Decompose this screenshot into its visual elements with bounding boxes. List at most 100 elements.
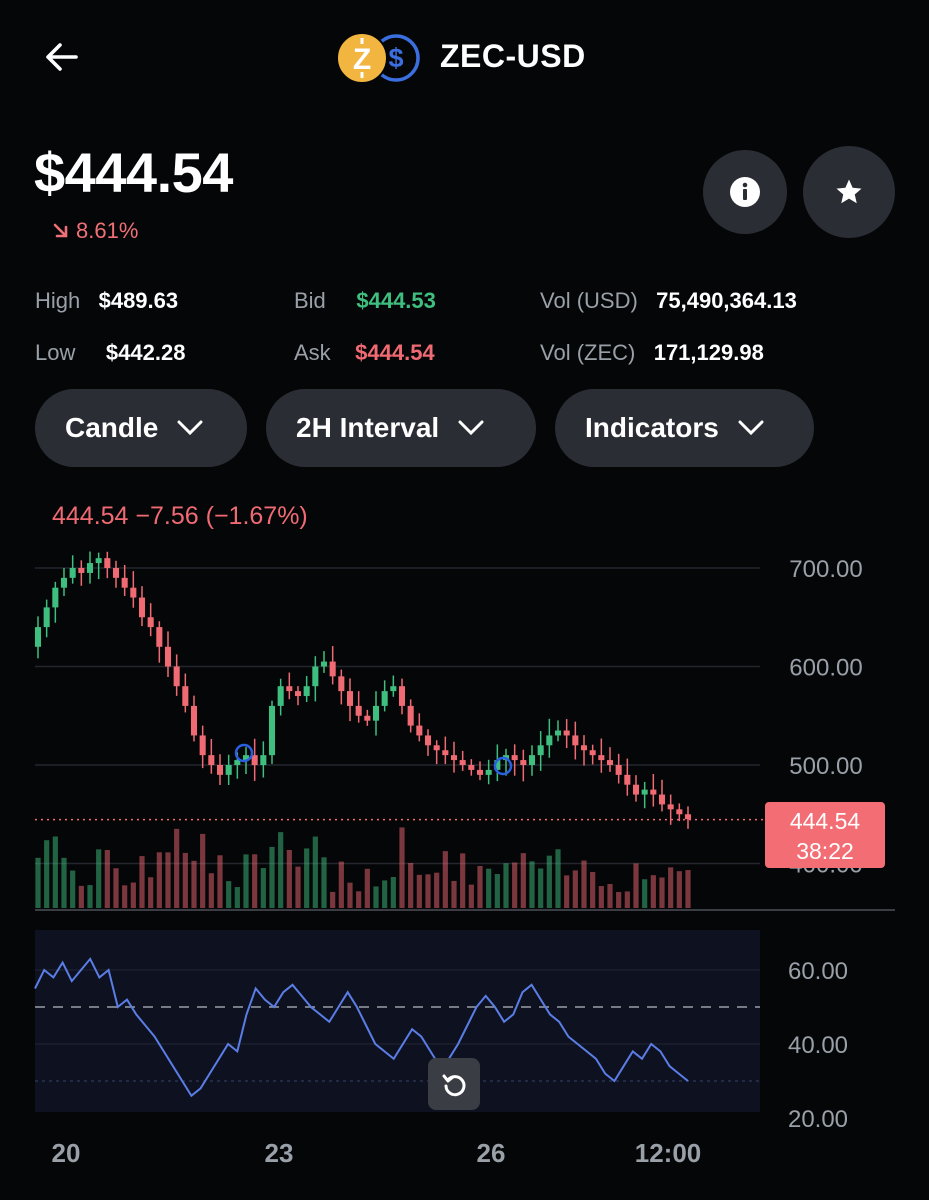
volume-bar [399,827,405,908]
candle [450,755,458,761]
candle [329,661,336,677]
candle [511,755,518,761]
candle [34,627,42,647]
indicators-dropdown[interactable]: Indicators [555,389,814,467]
svg-text:Z: Z [353,43,371,76]
stat-bid: Bid $444.53 [294,288,436,313]
volume-bar [165,852,171,908]
stat-ask: Ask $444.54 [294,340,435,365]
volume-bar [139,856,145,908]
volume-bar [286,849,292,908]
candle [494,760,501,770]
x-tick-label: 26 [477,1138,506,1168]
volume-bar [130,882,136,908]
interval-dropdown[interactable]: 2H Interval [266,389,536,467]
volume-bar [61,857,67,908]
candle [199,735,206,756]
event-marker [234,743,254,763]
back-arrow-icon[interactable] [38,36,84,78]
volume-bar [347,882,353,908]
volume-bar [226,881,232,908]
chart-type-dropdown[interactable]: Candle [35,389,247,467]
candle [277,686,284,706]
info-icon [730,177,760,207]
chevron-down-icon [177,420,203,436]
price-change: 8.61% [52,218,138,244]
arrow-down-right-icon [53,223,68,238]
info-button[interactable] [703,150,787,234]
candle [104,558,111,568]
candle [294,691,302,697]
candle [598,755,605,761]
candle [190,705,198,736]
volume-bar [35,857,41,908]
ohlc-readout: 444.54 −7.56 (−1.67%) [52,502,308,530]
volume-bar [685,870,691,908]
candle [372,705,380,721]
candle [520,760,527,765]
candle [60,577,68,588]
volume-bar [312,836,318,908]
candle [589,750,596,756]
chevron-down-icon [458,420,484,436]
candle [364,715,371,721]
volume-bar [581,860,587,908]
volume-bar [590,871,596,908]
candle [52,587,59,608]
volume-bar [520,853,526,908]
candle [390,686,397,692]
y-tick-label: 700.00 [789,556,862,583]
event-marker [493,756,513,776]
candle [650,789,657,795]
candle [156,627,163,647]
reset-chart-button[interactable] [428,1058,480,1110]
chevron-down-icon [738,420,764,436]
volume-bar [434,872,440,908]
volume-bar [122,885,128,908]
candle [658,794,666,805]
candle [260,755,267,765]
candle [182,686,189,706]
volume-bar [364,868,370,908]
volume-bar [382,880,388,908]
volume-bar [243,854,249,908]
indicators-label: Indicators [585,412,719,443]
price-tag-value: 444.54 [789,808,861,834]
rsi-tick-label: 20.00 [788,1106,848,1133]
volume-bar [321,857,327,908]
candle [442,750,449,756]
volume-bar [676,871,682,908]
volume-bar [633,863,639,908]
volume-bar [598,886,604,908]
candle [303,686,310,697]
candle [320,661,328,667]
volume-bar [512,862,518,908]
volume-bar [668,867,674,908]
volume-bar [44,840,50,908]
volume-bar [503,863,509,908]
candle [433,745,440,751]
candle [95,558,102,564]
volume-bar [217,855,223,908]
candle [632,784,640,795]
volume-bar [408,862,414,908]
candle [580,745,588,751]
volume-bar [451,880,457,908]
volume-bar [425,874,431,908]
candle [667,804,674,810]
volume-bar [373,886,379,908]
volume-bar [468,884,474,908]
volume-bar [156,852,162,908]
favorite-button[interactable] [803,146,895,238]
volume-bar [208,873,214,908]
candle [86,563,94,573]
candle [563,730,570,736]
volume-bar [624,891,630,908]
candle [606,760,614,765]
candle [528,755,536,765]
volume-bar [260,868,266,908]
candle [242,755,250,761]
volume-bar [616,892,622,908]
volume-bar [269,846,275,908]
